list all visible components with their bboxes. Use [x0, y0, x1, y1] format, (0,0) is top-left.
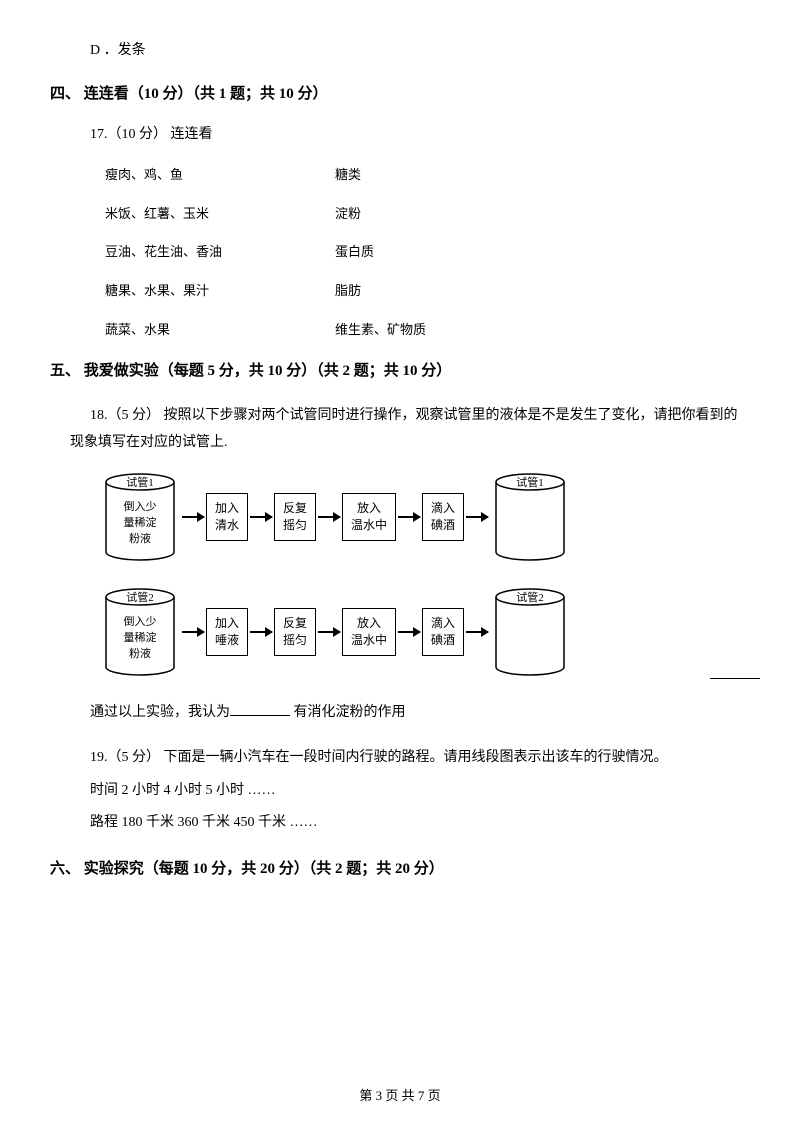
match-left: 米饭、红薯、玉米 [105, 204, 335, 225]
match-row: 蔬菜、水果 维生素、矿物质 [105, 320, 750, 341]
arrow-icon [250, 516, 272, 518]
tube-text-l1: 倒入少 [124, 615, 157, 628]
step-warm: 放入 温水中 [342, 493, 396, 541]
question-19-time: 时间 2 小时 4 小时 5 小时 …… [90, 775, 750, 807]
question-19-text: 19.（5 分） 下面是一辆小汽车在一段时间内行驶的路程。请用线段图表示出该车的… [90, 742, 750, 774]
tube-text-l2: 量稀淀 [124, 515, 157, 529]
flowchart: 试管1 倒入少 量稀淀 粉液 加入 清水 反复 摇匀 放入 温水中 滴入 碘酒 … [100, 472, 750, 677]
arrow-icon [466, 631, 488, 633]
flow-row-1: 试管1 倒入少 量稀淀 粉液 加入 清水 反复 摇匀 放入 温水中 滴入 碘酒 … [100, 472, 750, 562]
flow-row-2: 试管2 倒入少 量稀淀 粉液 加入 唾液 反复 摇匀 放入 温水中 滴入 碘酒 … [100, 587, 750, 677]
step-iodine: 滴入 碘酒 [422, 493, 464, 541]
match-row: 豆油、花生油、香油 蛋白质 [105, 242, 750, 263]
match-row: 瘦肉、鸡、鱼 糖类 [105, 165, 750, 186]
tube-text-l1: 倒入少 [124, 500, 157, 513]
arrow-icon [318, 516, 340, 518]
match-left: 瘦肉、鸡、鱼 [105, 165, 335, 186]
question-18-line1: 18.（5 分） 按照以下步骤对两个试管同时进行操作，观察试管里的液体是不是发生… [90, 401, 750, 432]
match-row: 糖果、水果、果汁 脂肪 [105, 281, 750, 302]
arrow-icon [466, 516, 488, 518]
option-d: D ．发条 [90, 40, 750, 62]
step-iodine: 滴入 碘酒 [422, 608, 464, 656]
tube-text-l2: 量稀淀 [124, 630, 157, 644]
tube-1-end: 试管1 [490, 472, 570, 562]
arrow-icon [182, 631, 204, 633]
question-19: 19.（5 分） 下面是一辆小汽车在一段时间内行驶的路程。请用线段图表示出该车的… [90, 742, 750, 839]
arrow-icon [318, 631, 340, 633]
section-6-heading: 六、 实验探究（每题 10 分，共 20 分）（共 2 题；共 20 分） [50, 857, 750, 881]
match-right: 糖类 [335, 165, 361, 186]
match-left: 蔬菜、水果 [105, 320, 335, 341]
question-18-conclusion: 通过以上实验，我认为 有消化淀粉的作用 [90, 702, 750, 724]
page-footer: 第 3 页 共 7 页 [0, 1086, 800, 1107]
step-water: 加入 清水 [206, 493, 248, 541]
conclude-text-b: 有消化淀粉的作用 [290, 705, 406, 720]
section-4-heading: 四、 连连看（10 分）（共 1 题；共 10 分） [50, 82, 750, 106]
blank-underline [710, 678, 760, 679]
tube-2-start: 试管2 倒入少 量稀淀 粉液 [100, 587, 180, 677]
match-row: 米饭、红薯、玉米 淀粉 [105, 204, 750, 225]
match-right: 脂肪 [335, 281, 361, 302]
arrow-icon [398, 516, 420, 518]
step-shake: 反复 摇匀 [274, 493, 316, 541]
section-5-heading: 五、 我爱做实验（每题 5 分，共 10 分）（共 2 题；共 10 分） [50, 359, 750, 383]
step-shake: 反复 摇匀 [274, 608, 316, 656]
match-right: 淀粉 [335, 204, 361, 225]
match-table: 瘦肉、鸡、鱼 糖类 米饭、红薯、玉米 淀粉 豆油、花生油、香油 蛋白质 糖果、水… [105, 165, 750, 341]
tube-label: 试管2 [516, 590, 544, 604]
tube-label: 试管1 [516, 475, 544, 489]
fill-blank[interactable] [230, 702, 290, 716]
question-18-line2: 现象填写在对应的试管上. [70, 432, 750, 454]
conclude-text-a: 通过以上实验，我认为 [90, 705, 230, 720]
arrow-icon [398, 631, 420, 633]
arrow-icon [182, 516, 204, 518]
match-right: 蛋白质 [335, 242, 374, 263]
tube-1-start: 试管1 倒入少 量稀淀 粉液 [100, 472, 180, 562]
question-17-label: 17.（10 分） 连连看 [90, 124, 750, 146]
tube-text-l3: 粉液 [129, 646, 151, 660]
step-saliva: 加入 唾液 [206, 608, 248, 656]
step-warm: 放入 温水中 [342, 608, 396, 656]
question-19-dist: 路程 180 千米 360 千米 450 千米 …… [90, 807, 750, 839]
tube-2-end: 试管2 [490, 587, 570, 677]
tube-label: 试管2 [126, 590, 154, 604]
match-right: 维生素、矿物质 [335, 320, 426, 341]
arrow-icon [250, 631, 272, 633]
tube-text-l3: 粉液 [129, 531, 151, 545]
match-left: 糖果、水果、果汁 [105, 281, 335, 302]
match-left: 豆油、花生油、香油 [105, 242, 335, 263]
tube-label: 试管1 [126, 475, 154, 489]
